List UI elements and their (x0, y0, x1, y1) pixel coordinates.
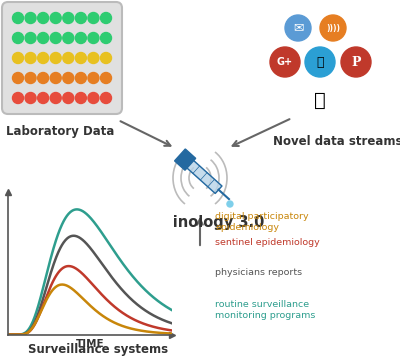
Circle shape (50, 73, 61, 84)
Circle shape (100, 73, 112, 84)
Circle shape (12, 12, 24, 23)
Text: 🐦: 🐦 (316, 56, 324, 68)
Text: 📍: 📍 (314, 90, 326, 110)
Circle shape (341, 47, 371, 77)
Circle shape (50, 12, 61, 23)
Text: routine surveillance
monitoring programs: routine surveillance monitoring programs (215, 300, 315, 320)
Circle shape (25, 93, 36, 104)
Circle shape (38, 93, 49, 104)
Text: G+: G+ (277, 57, 293, 67)
Circle shape (12, 52, 24, 63)
Circle shape (12, 73, 24, 84)
X-axis label: TIME: TIME (76, 339, 104, 349)
Circle shape (88, 52, 99, 63)
Circle shape (88, 73, 99, 84)
Text: Surveillance systems: Surveillance systems (28, 343, 168, 356)
Circle shape (75, 73, 86, 84)
Circle shape (100, 12, 112, 23)
Text: ✉: ✉ (293, 21, 303, 35)
Text: digital participatory
epidemiology: digital participatory epidemiology (215, 212, 309, 232)
Circle shape (38, 73, 49, 84)
Circle shape (50, 52, 61, 63)
Text: Laboratory Data: Laboratory Data (6, 125, 114, 138)
Circle shape (227, 201, 233, 207)
Circle shape (88, 32, 99, 43)
Circle shape (88, 12, 99, 23)
Circle shape (12, 93, 24, 104)
FancyBboxPatch shape (2, 2, 122, 114)
Circle shape (63, 73, 74, 84)
Text: Vaccinology 3.0: Vaccinology 3.0 (135, 215, 265, 230)
Circle shape (63, 52, 74, 63)
Circle shape (38, 32, 49, 43)
Circle shape (75, 12, 86, 23)
Circle shape (25, 12, 36, 23)
Circle shape (305, 47, 335, 77)
Circle shape (63, 93, 74, 104)
Circle shape (100, 32, 112, 43)
Text: )))): )))) (326, 23, 340, 32)
Circle shape (320, 15, 346, 41)
Circle shape (50, 93, 61, 104)
Polygon shape (174, 149, 196, 170)
Circle shape (38, 12, 49, 23)
Polygon shape (178, 153, 222, 193)
Circle shape (75, 52, 86, 63)
Circle shape (50, 32, 61, 43)
Circle shape (75, 32, 86, 43)
Circle shape (100, 93, 112, 104)
Circle shape (25, 32, 36, 43)
Text: physicians reports: physicians reports (215, 268, 302, 277)
Circle shape (285, 15, 311, 41)
Circle shape (25, 52, 36, 63)
Text: Novel data streams: Novel data streams (273, 135, 400, 148)
Circle shape (25, 73, 36, 84)
Text: sentinel epidemiology: sentinel epidemiology (215, 238, 320, 247)
Text: P: P (351, 56, 361, 68)
Circle shape (12, 32, 24, 43)
Circle shape (88, 93, 99, 104)
Circle shape (38, 52, 49, 63)
Circle shape (63, 12, 74, 23)
Circle shape (270, 47, 300, 77)
Circle shape (63, 32, 74, 43)
Circle shape (75, 93, 86, 104)
Circle shape (100, 52, 112, 63)
